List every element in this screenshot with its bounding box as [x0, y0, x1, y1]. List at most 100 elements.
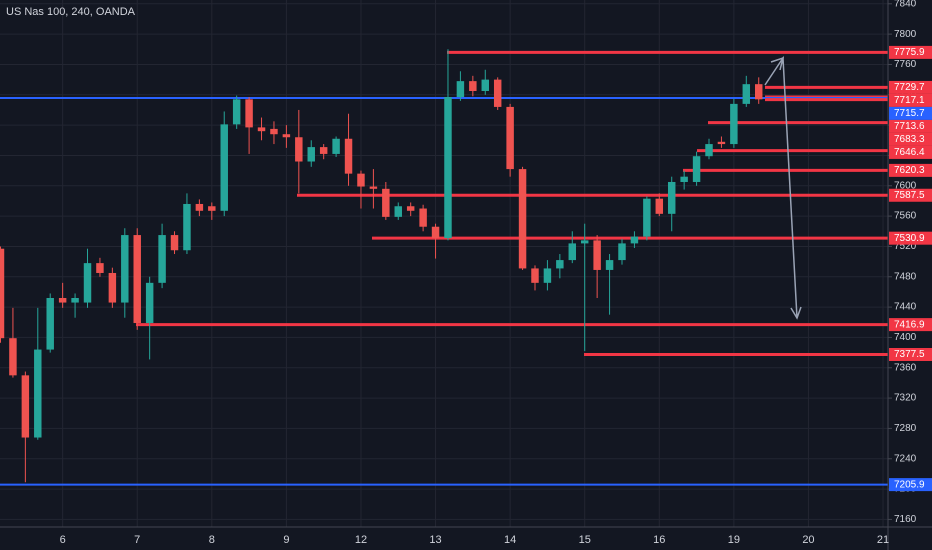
candle-body	[531, 268, 539, 283]
chart-title: US Nas 100, 240, OANDA	[6, 6, 136, 18]
candle-body	[208, 206, 216, 211]
level-label-box	[889, 478, 932, 492]
candle-body	[245, 99, 253, 128]
candle-body	[158, 235, 166, 283]
candle-body	[406, 206, 415, 211]
level-label: 7620.3	[894, 165, 925, 176]
candle-body	[717, 141, 726, 145]
candle-body	[21, 375, 30, 438]
candles	[0, 49, 763, 483]
level-label-box	[889, 347, 932, 361]
candle-body	[344, 138, 353, 174]
level-label: 7713.6	[894, 121, 925, 132]
y-tick-label: 7240	[894, 453, 917, 464]
y-tick-label: 7280	[894, 423, 917, 434]
level-label: 7377.5	[894, 349, 925, 360]
candle-body	[556, 260, 564, 269]
candle-body	[630, 236, 639, 244]
candle-body	[419, 208, 427, 227]
candle-body	[667, 181, 676, 214]
x-tick-label: 12	[355, 534, 367, 546]
candle-body	[742, 84, 751, 104]
candle-body	[133, 235, 141, 324]
candle-body	[307, 147, 315, 162]
x-tick-label: 16	[653, 534, 665, 546]
candle-body	[543, 268, 552, 283]
level-label-box	[889, 93, 932, 107]
level-label-box	[889, 80, 932, 94]
y-tick-label: 7840	[894, 0, 917, 9]
candle-body	[0, 248, 5, 339]
level-label: 7587.5	[894, 190, 925, 201]
candle-body	[754, 84, 763, 100]
candle-body	[9, 338, 17, 376]
x-tick-label: 21	[877, 534, 889, 546]
level-label-box	[889, 45, 932, 59]
level-label-box	[889, 188, 932, 202]
y-tick-label: 7160	[894, 514, 917, 525]
candle-body	[58, 298, 67, 303]
candle-body	[83, 263, 92, 303]
level-label-box	[889, 231, 932, 245]
level-label-box	[889, 318, 932, 332]
candle-body	[643, 198, 651, 237]
candle-body	[232, 99, 241, 125]
candle-body	[469, 81, 477, 91]
levels	[0, 50, 888, 486]
level-label: 7530.9	[894, 233, 925, 244]
level-label: 7717.1	[894, 95, 925, 106]
x-tick-label: 13	[429, 534, 441, 546]
y-tick-label: 7760	[894, 59, 917, 70]
level-label: 7646.4	[894, 147, 925, 158]
candle-body	[357, 173, 365, 187]
y-tick-label: 7560	[894, 211, 917, 222]
x-tick-label: 20	[802, 534, 814, 546]
level-label: 7205.9	[894, 479, 925, 490]
candle-body	[580, 240, 589, 244]
candle-body	[568, 243, 577, 261]
level-label: 7715.7	[894, 108, 925, 119]
candle-body	[46, 298, 54, 350]
candle-body	[195, 203, 204, 211]
candle-body	[444, 97, 452, 239]
candle-body	[121, 235, 129, 303]
axis: 7160720072407280732073607400744074807520…	[60, 0, 932, 546]
candle-body	[456, 81, 465, 98]
level-label-box	[889, 119, 932, 133]
y-tick-label: 7480	[894, 271, 917, 282]
arrow-head	[790, 306, 802, 320]
candle-body	[282, 134, 291, 138]
candle-body	[332, 138, 340, 154]
y-tick-label: 7360	[894, 362, 917, 373]
candle-body	[593, 240, 601, 270]
candle-body	[145, 282, 154, 324]
candle-body	[71, 298, 79, 303]
level-label-box	[889, 106, 932, 120]
candle-body	[34, 349, 42, 438]
candle-body	[431, 226, 440, 239]
candle-body	[96, 263, 104, 273]
x-tick-label: 14	[504, 534, 516, 546]
y-tick-label: 7600	[894, 180, 917, 191]
arrow-head	[770, 56, 785, 71]
candle-body	[605, 260, 614, 270]
level-label: 7683.3	[894, 134, 925, 145]
candle-body	[170, 235, 179, 251]
candle-body	[108, 272, 117, 303]
y-tick-label: 7440	[894, 302, 917, 313]
candle-body	[382, 188, 390, 217]
x-tick-label: 9	[283, 534, 289, 546]
candle-body	[655, 198, 664, 214]
candle-body	[319, 147, 328, 154]
x-tick-label: 8	[209, 534, 215, 546]
x-tick-label: 6	[60, 534, 66, 546]
y-tick-label: 7400	[894, 332, 917, 343]
candle-body	[705, 144, 713, 157]
candle-body	[183, 203, 191, 251]
candle-body	[506, 106, 514, 170]
x-tick-label: 7	[134, 534, 140, 546]
level-label-box	[889, 145, 932, 159]
y-tick-label: 7800	[894, 29, 917, 40]
